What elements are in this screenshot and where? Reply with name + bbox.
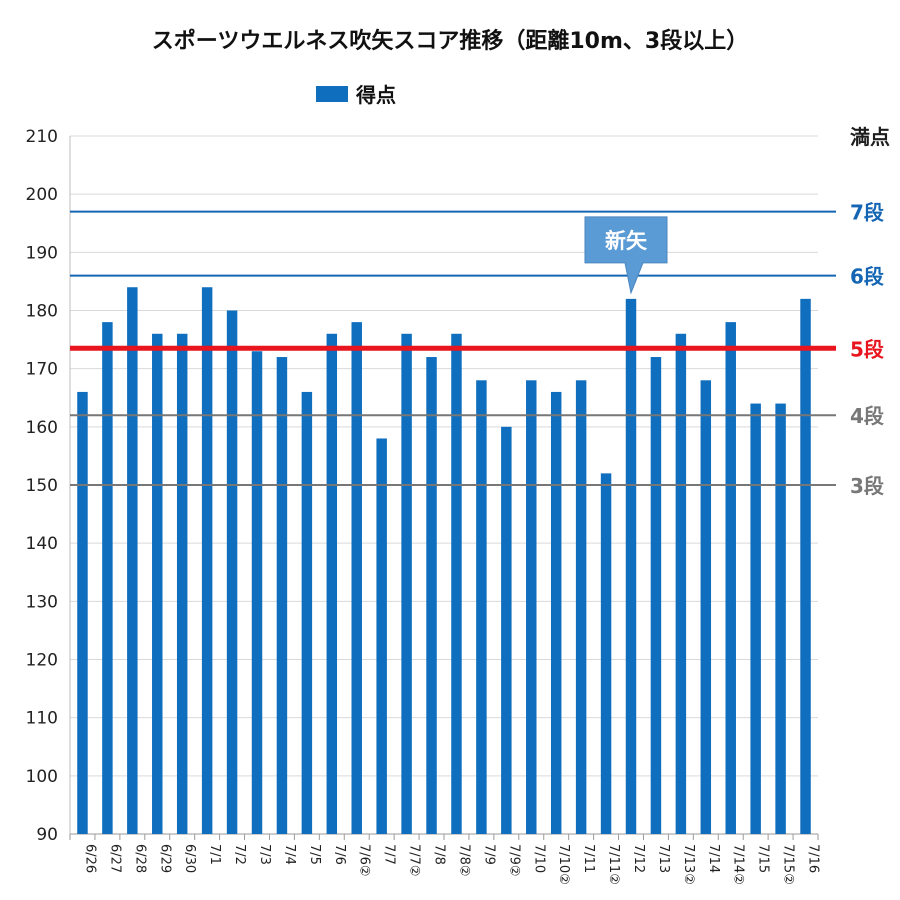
- bar: [301, 391, 313, 834]
- bar: [775, 403, 786, 834]
- bar: [77, 391, 88, 834]
- x-tick-label: 6/27: [107, 844, 122, 873]
- bar: [326, 333, 338, 834]
- x-tick-label: 7/10②: [556, 844, 571, 885]
- x-tick-label: 7/12: [631, 844, 646, 873]
- bar: [152, 333, 163, 834]
- bar: [127, 287, 138, 834]
- x-tick-label: 7/5: [307, 844, 322, 865]
- y-tick-label: 210: [26, 127, 58, 147]
- bar: [401, 333, 412, 834]
- bar: [251, 351, 263, 834]
- y-tick-label: 170: [26, 360, 58, 380]
- y-tick-label: 110: [26, 709, 58, 729]
- bars: [77, 287, 811, 834]
- x-tick-label: 7/13②: [681, 844, 696, 885]
- legend-label: 得点: [355, 83, 396, 107]
- reference-lines: 満点 7段 6段 5段 4段 3段: [70, 125, 890, 498]
- y-tick-label: 180: [26, 302, 58, 322]
- x-tick-label: 7/9: [481, 844, 496, 865]
- bar: [376, 438, 387, 834]
- x-tick-label: 7/11②: [606, 844, 621, 885]
- reference-label: 3段: [850, 474, 884, 498]
- y-tick-label: 90: [36, 825, 58, 845]
- x-tick-label: 7/15②: [781, 844, 796, 885]
- bar: [550, 391, 562, 834]
- reference-label: 満点: [850, 125, 890, 149]
- bar: [650, 357, 662, 834]
- x-tick-label: 7/13: [656, 844, 671, 873]
- reference-label: 7段: [850, 201, 884, 225]
- bar: [201, 287, 213, 834]
- callout-box: [584, 216, 668, 295]
- x-tick-label: 7/11: [581, 844, 596, 873]
- y-tick-label: 160: [26, 418, 58, 438]
- x-tick-label: 7/6: [332, 844, 347, 865]
- x-tick-label: 6/28: [132, 844, 147, 873]
- x-tick-label: 6/30: [182, 844, 197, 873]
- x-tick-label: 7/8②: [456, 844, 471, 877]
- bar: [700, 380, 712, 834]
- x-tick-label: 7/8: [432, 844, 447, 865]
- bar: [351, 322, 362, 834]
- reference-label: 6段: [850, 265, 884, 289]
- bar: [501, 426, 512, 834]
- bar: [276, 357, 288, 834]
- bar: [675, 333, 687, 834]
- y-axis-ticks: 90 100 110 120 130 140 150 160 170 180 190 200 210: [26, 127, 58, 845]
- x-tick-label: 6/26: [82, 844, 97, 873]
- bar: [476, 380, 487, 834]
- x-tick-label: 7/7②: [407, 844, 422, 877]
- x-tick-label: 7/14: [706, 844, 721, 873]
- x-tick-label: 7/2: [232, 844, 247, 865]
- bar: [176, 333, 188, 834]
- bar: [750, 403, 761, 834]
- y-tick-label: 200: [26, 185, 58, 205]
- annotation-callout: 新矢: [584, 216, 668, 295]
- y-tick-label: 130: [26, 592, 58, 612]
- bar: [102, 322, 113, 834]
- bar: [426, 357, 437, 834]
- x-tick-label: 7/6②: [357, 844, 372, 877]
- x-tick-label: 7/4: [282, 844, 297, 865]
- legend: 得点: [316, 83, 396, 107]
- x-tick-label: 7/16: [806, 844, 821, 873]
- reference-label: 5段: [850, 337, 884, 361]
- y-tick-label: 120: [26, 651, 58, 671]
- bar: [725, 322, 736, 834]
- x-tick-label: 7/3: [257, 844, 272, 865]
- bar: [226, 310, 238, 834]
- bar: [575, 380, 587, 834]
- y-tick-label: 100: [26, 767, 58, 787]
- x-tick-label: 7/10: [531, 844, 546, 873]
- callout-text: 新矢: [605, 229, 648, 253]
- x-tick-label: 6/29: [157, 844, 172, 873]
- y-tick-label: 140: [26, 534, 58, 554]
- x-axis-ticks: 6/26 6/27 6/28 6/29 6/30 7/1 7/2 7/3 7/4 7/5 7/6 7/…: [82, 844, 820, 885]
- y-tick-label: 190: [26, 243, 58, 263]
- chart-title: スポーツウエルネス吹矢スコア推移（距離10m、3段以上）: [152, 28, 748, 54]
- bar: [600, 473, 612, 834]
- bar: [625, 298, 637, 834]
- bar: [451, 333, 462, 834]
- x-tick-label: 7/1: [207, 844, 222, 865]
- bar: [526, 380, 537, 834]
- bar: [800, 298, 811, 834]
- x-tick-label: 7/15: [756, 844, 771, 873]
- x-tick-label: 7/9②: [506, 844, 521, 877]
- reference-label: 4段: [850, 404, 884, 428]
- x-tick-label: 7/7: [382, 844, 397, 865]
- y-tick-label: 150: [26, 476, 58, 496]
- x-tick-label: 7/14②: [731, 844, 746, 885]
- legend-swatch: [316, 86, 348, 102]
